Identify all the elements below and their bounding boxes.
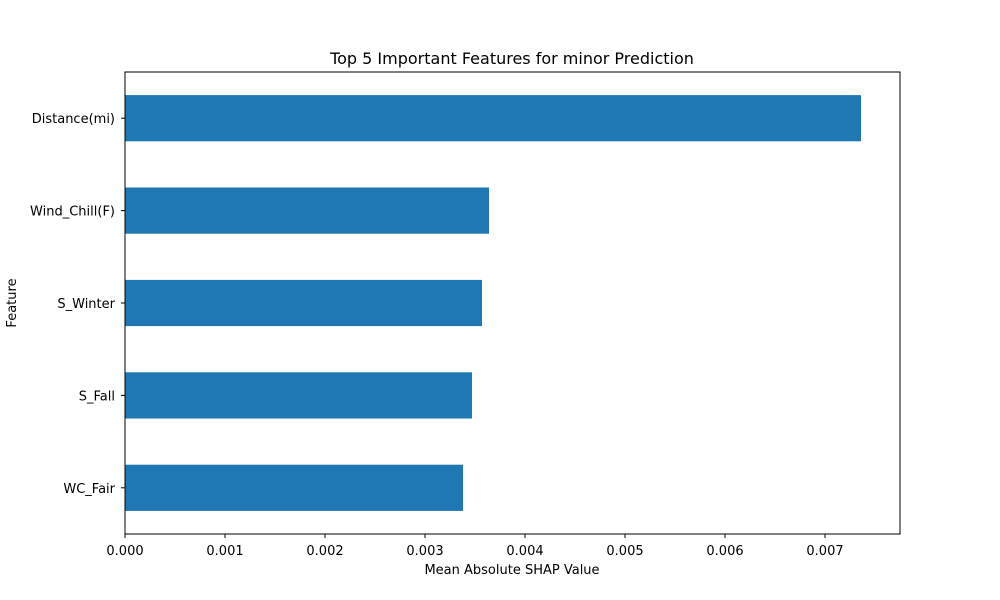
y-tick-label-0: Distance(mi): [32, 112, 115, 127]
y-ticks-group: Distance(mi) Wind_Chill(F) S_Winter S_Fall W…: [30, 112, 125, 497]
plot-frame: [124, 71, 901, 535]
x-tick-label-7: 0.007: [806, 544, 843, 559]
x-tick-label-0: 0.000: [106, 544, 143, 559]
x-ticks-group: 0.000 0.001 0.002 0.003 0.004 0.005 0.006 0.007: [106, 534, 844, 559]
x-axis-label: Mean Absolute SHAP Value: [424, 563, 599, 578]
bar-4: [125, 464, 463, 511]
y-tick-label-1: Wind_Chill(F): [30, 205, 115, 220]
bar-2: [125, 279, 482, 327]
y-tick-label-4: WC_Fair: [63, 482, 115, 497]
x-tick-label-2: 0.002: [306, 544, 343, 559]
x-tick-label-1: 0.001: [206, 544, 243, 559]
y-axis-label: Feature: [5, 278, 20, 327]
bars-group: [125, 95, 861, 511]
y-tick-label-3: S_Fall: [79, 389, 115, 404]
bar-0: [125, 95, 861, 142]
x-tick-label-3: 0.003: [406, 544, 443, 559]
x-tick-label-6: 0.006: [706, 544, 743, 559]
chart-title: Top 5 Important Features for minor Predi…: [329, 49, 694, 68]
bar-3: [125, 372, 472, 419]
bar-1: [125, 187, 489, 234]
x-tick-label-4: 0.004: [506, 544, 543, 559]
y-tick-label-2: S_Winter: [57, 297, 115, 312]
x-tick-label-5: 0.005: [606, 544, 643, 559]
